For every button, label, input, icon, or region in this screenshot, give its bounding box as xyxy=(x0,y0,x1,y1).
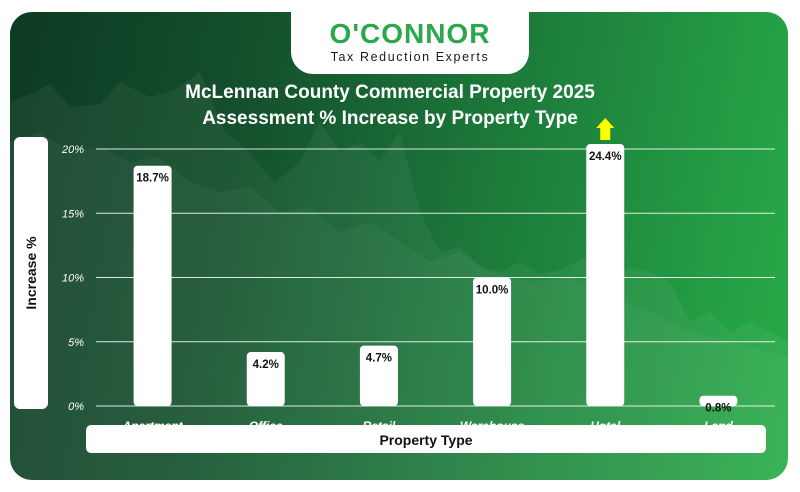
x-tick-label: Apartment xyxy=(122,419,184,433)
x-tick-label: Office xyxy=(249,419,283,433)
bar xyxy=(246,352,285,406)
bar-value-label: 18.7% xyxy=(136,173,169,185)
brand-name: O'CONNOR xyxy=(329,18,491,49)
x-axis-label-box xyxy=(86,425,766,453)
y-tick-label: 0% xyxy=(68,401,84,413)
bar xyxy=(699,395,738,406)
bar-value-label: 24.4% xyxy=(589,151,622,163)
bar-value-label: 4.2% xyxy=(253,359,279,371)
y-tick-label: 5% xyxy=(68,337,84,349)
x-tick-label: Warehouse xyxy=(460,419,525,433)
y-axis-label-box xyxy=(14,137,48,409)
x-axis-label: Property Type xyxy=(379,432,473,448)
chart-title-line1: McLennan County Commercial Property 2025 xyxy=(185,82,595,103)
x-tick-label: Retail xyxy=(363,419,396,433)
y-tick-label: 10% xyxy=(62,273,84,285)
bar xyxy=(473,277,512,406)
y-tick-label: 20% xyxy=(61,144,84,156)
brand-tagline: Tax Reduction Experts xyxy=(330,50,490,64)
bar-value-label: 4.7% xyxy=(366,353,392,365)
x-tick-label: Hotel xyxy=(590,419,621,433)
x-tick-label: Land xyxy=(704,419,733,433)
bar xyxy=(133,165,172,406)
bar-value-label: 0.8% xyxy=(705,403,731,415)
y-tick-label: 15% xyxy=(62,208,84,220)
bar-value-label: 10.0% xyxy=(476,285,509,297)
logo-tab: O'CONNOR Tax Reduction Experts xyxy=(291,12,529,74)
bar xyxy=(359,345,398,406)
chart-title-line2: Assessment % Increase by Property Type xyxy=(202,108,578,129)
bar xyxy=(586,144,625,406)
up-arrow-icon xyxy=(596,118,615,140)
